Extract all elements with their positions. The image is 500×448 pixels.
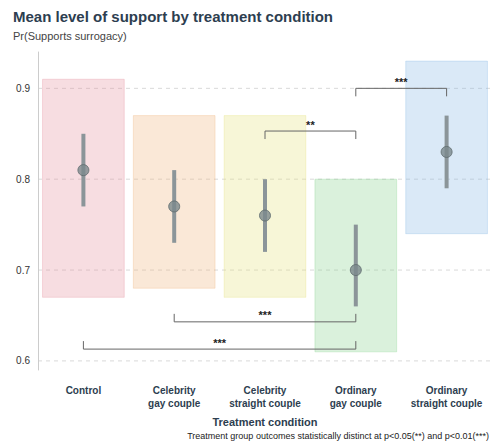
- svg-text:0.7: 0.7: [16, 265, 30, 276]
- svg-text:Ordinary: Ordinary: [335, 385, 377, 396]
- svg-text:***: ***: [259, 309, 273, 321]
- svg-text:***: ***: [213, 337, 227, 349]
- svg-text:straight couple: straight couple: [229, 398, 301, 409]
- svg-text:Ordinary: Ordinary: [426, 385, 468, 396]
- svg-text:Pr(Supports surrogacy): Pr(Supports surrogacy): [13, 30, 127, 42]
- svg-text:gay couple: gay couple: [148, 398, 201, 409]
- svg-text:0.6: 0.6: [16, 355, 30, 366]
- svg-text:**: **: [306, 119, 315, 131]
- svg-text:Treatment group outcomes stati: Treatment group outcomes statistically d…: [187, 431, 489, 441]
- svg-text:0.9: 0.9: [16, 83, 30, 94]
- svg-text:Treatment condition: Treatment condition: [212, 416, 317, 428]
- svg-text:***: ***: [395, 76, 409, 88]
- svg-text:gay couple: gay couple: [330, 398, 383, 409]
- svg-text:Celebrity: Celebrity: [244, 385, 287, 396]
- svg-text:Control: Control: [66, 385, 102, 396]
- svg-text:Celebrity: Celebrity: [153, 385, 196, 396]
- svg-text:0.8: 0.8: [16, 174, 30, 185]
- svg-text:straight couple: straight couple: [411, 398, 483, 409]
- svg-text:Mean level of support by treat: Mean level of support by treatment condi…: [13, 8, 333, 25]
